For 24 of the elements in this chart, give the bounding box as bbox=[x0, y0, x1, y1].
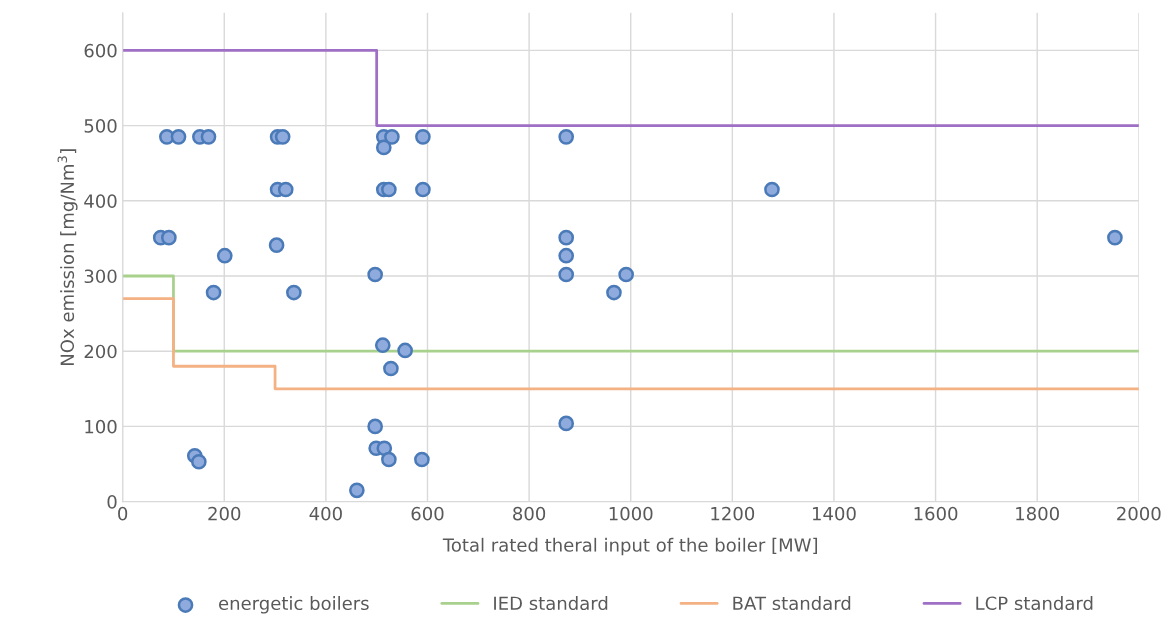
legend-label: LCP standard bbox=[976, 596, 1093, 611]
y-tick-label: 400 bbox=[84, 194, 117, 208]
y-axis-title: NOx emission [mg/Nm$^{3}$] bbox=[57, 149, 78, 365]
x-tick-label: 1800 bbox=[1016, 506, 1059, 521]
x-tick-label: 1400 bbox=[812, 506, 856, 521]
y-tick-label: 200 bbox=[84, 344, 117, 359]
x-axis-title: Total rated theral input of the boiler [MW] bbox=[442, 537, 818, 556]
y-tick-label: 0 bbox=[107, 495, 117, 509]
x-tick-label: 0 bbox=[118, 506, 128, 521]
y-tick-label: 100 bbox=[85, 419, 117, 434]
x-tick-label: 1200 bbox=[711, 506, 755, 521]
x-tick-label: 1600 bbox=[914, 506, 958, 521]
y-tick-label: 300 bbox=[84, 269, 117, 284]
x-tick-label: 1000 bbox=[609, 506, 653, 521]
x-tick-label: 800 bbox=[513, 506, 546, 521]
legend-label: IED standard bbox=[494, 596, 608, 611]
x-tick-label: 200 bbox=[208, 506, 241, 521]
y-tick-label: 500 bbox=[84, 119, 117, 133]
x-tick-label: 600 bbox=[411, 506, 444, 521]
legend-label: energetic boilers bbox=[219, 596, 369, 614]
x-tick-label: 2000 bbox=[1117, 506, 1161, 521]
legend-label: BAT standard bbox=[733, 596, 851, 611]
x-tick-label: 400 bbox=[309, 506, 342, 521]
y-tick-label: 600 bbox=[84, 43, 117, 58]
